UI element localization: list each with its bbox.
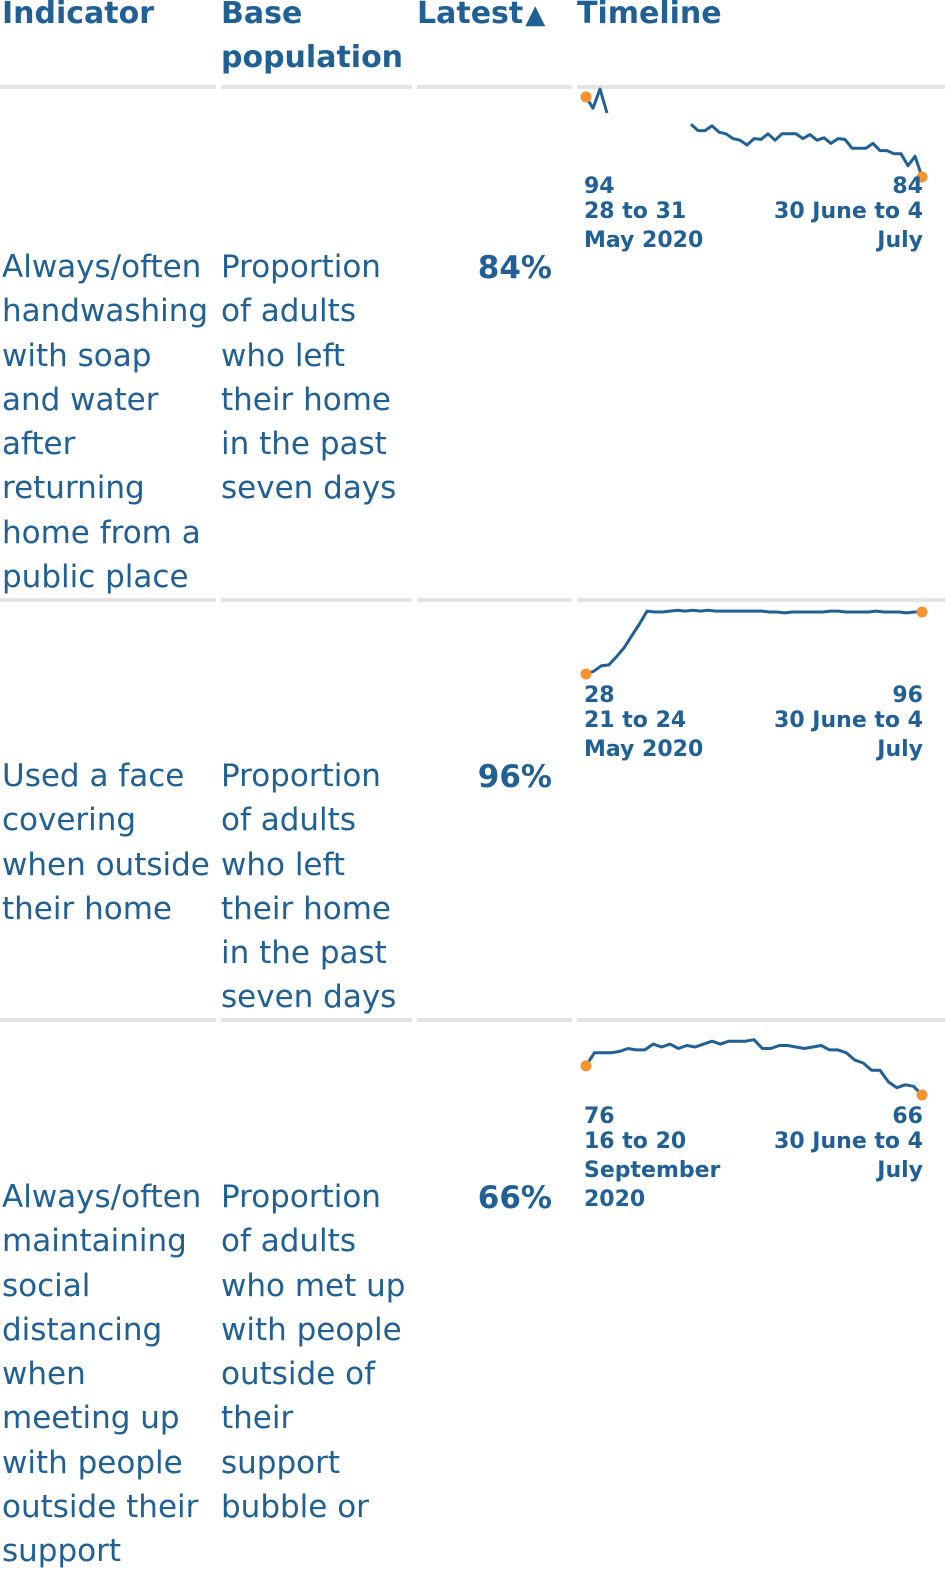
row-divider — [417, 598, 572, 602]
row-2-timeline-start-date: 21 to 24 May 2020 — [584, 708, 704, 762]
row-1-timeline-start-value: 94 — [584, 174, 615, 199]
column-header-base-population-line2: population — [221, 40, 404, 75]
sparkline-end-marker — [916, 171, 928, 183]
sparkline-series-line — [584, 1038, 924, 1097]
row-2-timeline-start-value: 28 — [584, 683, 615, 708]
sparkline-series-line — [585, 608, 922, 676]
row-2-base-population: Proportion of adults who left their home… — [221, 758, 397, 1016]
row-1-indicator: Always/often handwashing with soap and w… — [2, 249, 209, 596]
row-1-timeline-sparkline — [580, 87, 928, 183]
row-3-indicator: Always/often maintaining social distanci… — [2, 1179, 202, 1570]
row-1-base-population: Proportion of adults who left their home… — [221, 249, 397, 507]
sparkline-start-marker — [580, 1060, 592, 1072]
row-divider — [221, 598, 412, 602]
sparkline-start-marker — [580, 668, 592, 680]
column-header-indicator[interactable]: Indicator — [2, 0, 155, 31]
column-header-latest-label: Latest — [417, 0, 524, 31]
column-header-timeline[interactable]: Timeline — [577, 0, 722, 31]
row-divider — [0, 1018, 216, 1022]
column-header-latest[interactable]: Latest▲ — [417, 0, 545, 37]
row-2-timeline-end-value: 96 — [892, 683, 923, 708]
row-2-latest-value: 96% — [477, 759, 552, 795]
header-divider — [577, 85, 945, 89]
header-divider — [0, 85, 216, 89]
sparkline-end-marker — [916, 606, 928, 618]
row-3-timeline-end-value: 66 — [892, 1104, 923, 1129]
row-1-timeline-end-value: 84 — [892, 174, 923, 199]
row-divider — [577, 1018, 945, 1022]
row-2-timeline-sparkline — [580, 606, 928, 680]
sparkline-series-line — [689, 123, 924, 178]
row-3-timeline-start-date: 16 to 20 September 2020 — [584, 1129, 721, 1212]
row-1-latest-value: 84% — [477, 250, 552, 286]
header-divider — [417, 85, 572, 89]
sparkline-end-marker — [916, 1089, 928, 1101]
row-3-base-population: Proportion of adults who met up with peo… — [221, 1179, 406, 1526]
row-3-timeline-end-date: 30 June to 4 July — [774, 1129, 923, 1183]
row-divider — [417, 1018, 572, 1022]
row-divider — [221, 1018, 412, 1022]
row-3-timeline-start-value: 76 — [584, 1104, 615, 1129]
sparkline-start-marker — [580, 91, 592, 103]
row-1-timeline-start-date: 28 to 31 May 2020 — [584, 199, 704, 253]
sort-ascending-icon[interactable]: ▲ — [525, 0, 546, 30]
sparkline-series-line — [584, 87, 609, 114]
column-header-base-population[interactable]: Base population — [221, 0, 403, 80]
row-3-timeline-sparkline — [580, 1038, 928, 1101]
header-divider — [221, 85, 412, 89]
row-1-timeline-end-date: 30 June to 4 July — [774, 199, 923, 253]
row-3-latest-value: 66% — [477, 1180, 552, 1216]
row-divider — [0, 598, 216, 602]
column-header-base-population-line1: Base — [221, 0, 303, 31]
row-divider — [577, 598, 945, 602]
row-2-indicator: Used a face covering when outside their … — [2, 758, 210, 927]
row-2-timeline-end-date: 30 June to 4 July — [774, 708, 923, 762]
